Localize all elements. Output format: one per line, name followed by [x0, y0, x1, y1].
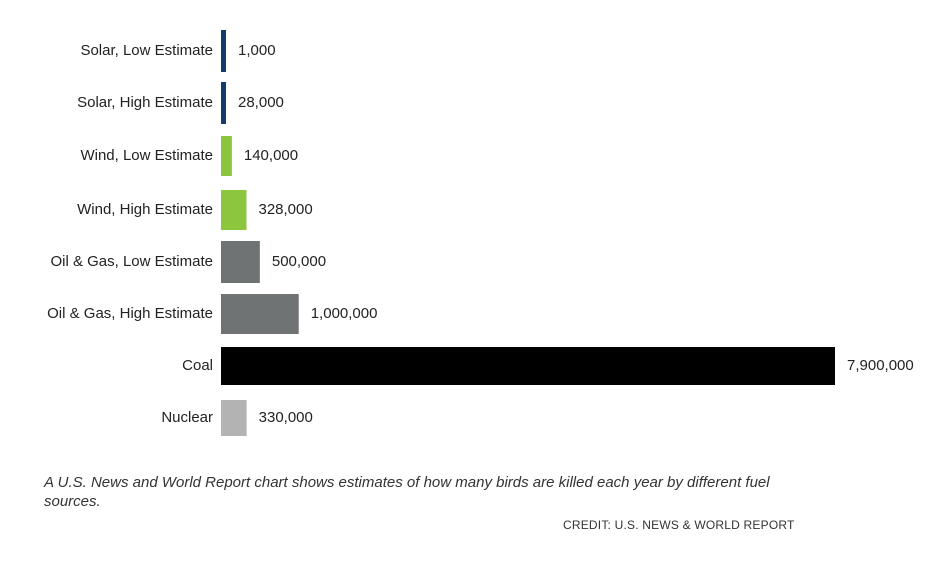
category-label-7: Nuclear: [161, 409, 213, 426]
value-label-0: 1,000: [238, 42, 276, 59]
value-label-7: 330,000: [259, 409, 313, 426]
value-label-1: 28,000: [238, 94, 284, 111]
bird-deaths-bar-chart: Solar, Low Estimate 1,000 Solar, High Esti…: [47, 30, 914, 436]
bar-5: [221, 294, 299, 334]
category-label-0: Solar, Low Estimate: [80, 42, 213, 59]
category-label-4: Oil & Gas, Low Estimate: [50, 253, 213, 270]
bar-1: [221, 82, 226, 124]
category-label-3: Wind, High Estimate: [77, 201, 213, 218]
category-label-5: Oil & Gas, High Estimate: [47, 305, 213, 322]
bar-4: [221, 241, 260, 283]
category-label-2: Wind, Low Estimate: [80, 147, 213, 164]
bar-6: [221, 347, 835, 385]
category-label-1: Solar, High Estimate: [77, 94, 213, 111]
value-label-4: 500,000: [272, 253, 326, 270]
credit-line: CREDIT: U.S. NEWS & WORLD REPORT: [563, 518, 795, 532]
chart-caption: A U.S. News and World Report chart shows…: [44, 474, 770, 510]
value-label-2: 140,000: [244, 147, 298, 164]
bar-7: [221, 400, 247, 436]
value-label-6: 7,900,000: [847, 357, 914, 374]
value-label-3: 328,000: [258, 201, 312, 218]
value-label-5: 1,000,000: [311, 305, 378, 322]
bar-0: [221, 30, 226, 72]
bar-3: [221, 190, 247, 230]
bar-2: [221, 136, 232, 176]
category-label-6: Coal: [182, 357, 213, 374]
